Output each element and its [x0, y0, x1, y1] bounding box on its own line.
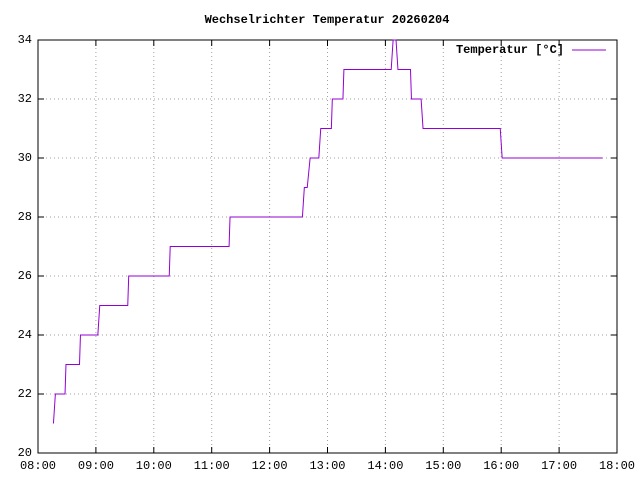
- x-tick-label: 13:00: [309, 459, 345, 473]
- y-tick-label: 34: [18, 33, 32, 47]
- y-tick-label: 30: [18, 151, 32, 165]
- plot-border: [37, 39, 618, 454]
- chart-title: Wechselrichter Temperatur 20260204: [205, 13, 450, 27]
- y-tick-label: 32: [18, 92, 32, 106]
- x-tick-label: 15:00: [425, 459, 461, 473]
- x-tick-label: 16:00: [483, 459, 519, 473]
- x-tick-label: 08:00: [20, 459, 56, 473]
- x-tick-label: 18:00: [599, 459, 635, 473]
- y-tick-label: 22: [18, 387, 32, 401]
- y-tick-label: 24: [18, 328, 32, 342]
- data-line: [52, 39, 603, 424]
- x-tick-label: 09:00: [78, 459, 114, 473]
- x-tick-label: 12:00: [252, 459, 288, 473]
- legend-label: Temperatur [°C]: [456, 43, 564, 57]
- x-tick-label: 10:00: [136, 459, 172, 473]
- y-tick-label: 20: [18, 446, 32, 460]
- x-tick-label: 14:00: [367, 459, 403, 473]
- y-tick-label: 26: [18, 269, 32, 283]
- x-tick-label: 17:00: [541, 459, 577, 473]
- y-tick-label: 28: [18, 210, 32, 224]
- x-tick-label: 11:00: [194, 459, 230, 473]
